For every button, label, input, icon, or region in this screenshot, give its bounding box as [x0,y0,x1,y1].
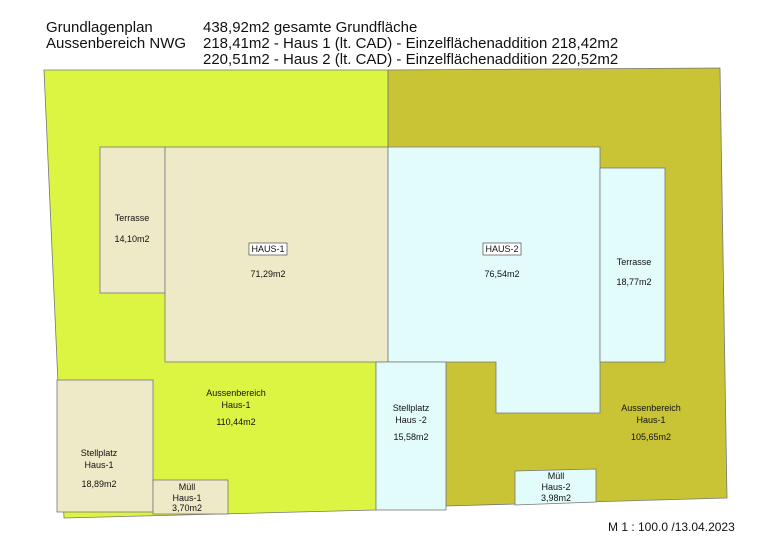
area-name: Aussenbereich [206,388,266,398]
title-line: Grundlagenplan [46,19,153,36]
area-name: Müll [179,482,196,492]
area-size: 76,54m2 [484,269,519,279]
area-name: Terrasse [617,257,652,267]
scale-date: M 1 : 100.0 /13.04.2023 [608,520,735,534]
terrace-2 [599,167,666,363]
area-name: HAUS-2 [485,244,518,254]
area-name: Haus-2 [541,482,570,492]
area-size: 18,89m2 [81,479,116,489]
parking-1 [56,379,154,513]
area-name: Haus-1 [172,493,201,503]
area-name: Haus-1 [636,415,665,425]
labels: Terrasse 14,10m2 HAUS-1 71,29m2 HAUS-2 7… [81,213,681,513]
summary-line: 220,51m2 - Haus 2 (lt. CAD) - Einzelfläc… [203,51,618,68]
area-size: 14,10m2 [114,234,149,244]
summary-line: 218,41m2 - Haus 1 (lt. CAD) - Einzelfläc… [203,35,618,52]
area-size: 15,58m2 [393,432,428,442]
area-size: 18,77m2 [616,277,651,287]
summary-line: 438,92m2 gesamte Grundfläche [203,19,417,36]
area-name: Stellplatz [393,403,430,413]
area-size: 3,70m2 [172,503,202,513]
area-name: Haus-1 [84,460,113,470]
area-size: 110,44m2 [216,417,255,427]
area-name: Müll [548,471,565,481]
terrace-1 [99,146,166,294]
area-name: Aussenbereich [621,403,681,413]
area-size: 3,98m2 [541,493,571,503]
name-box [248,242,288,256]
area-name: Terrasse [115,213,150,223]
name-box [482,242,522,256]
area-size: 105,65m2 [631,432,671,442]
area-name: Haus -2 [395,415,427,425]
area-name: HAUS-1 [251,244,284,254]
area-name: Haus-1 [221,400,250,410]
area-size: 71,29m2 [250,269,285,279]
bin-area-1 [152,479,229,515]
area-name: Stellplatz [81,448,118,458]
bin-area-2 [514,468,597,506]
parking-2 [375,361,447,511]
title-line: Aussenbereich NWG [46,35,186,52]
